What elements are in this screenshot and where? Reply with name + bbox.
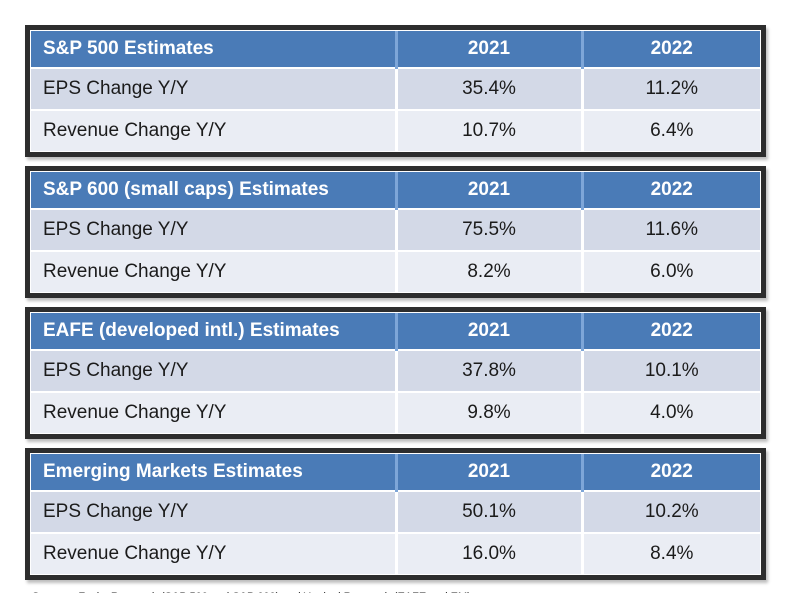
value-cell: 50.1% bbox=[394, 490, 582, 533]
table-header-row: S&P 500 Estimates 2021 2022 bbox=[31, 31, 760, 68]
table-row: Revenue Change Y/Y 16.0% 8.4% bbox=[31, 532, 760, 574]
value-cell: 6.4% bbox=[580, 109, 760, 151]
column-header-2022: 2022 bbox=[580, 172, 760, 209]
column-header-2021: 2021 bbox=[394, 313, 582, 350]
row-label-cell: EPS Change Y/Y bbox=[31, 490, 396, 533]
table-row: Revenue Change Y/Y 8.2% 6.0% bbox=[31, 250, 760, 292]
table-row: EPS Change Y/Y 50.1% 10.2% bbox=[31, 490, 760, 533]
table-title: Emerging Markets Estimates bbox=[31, 454, 396, 491]
row-label-cell: EPS Change Y/Y bbox=[31, 67, 396, 110]
data-table: EAFE (developed intl.) Estimates 2021 20… bbox=[31, 313, 760, 433]
row-label-cell: EPS Change Y/Y bbox=[31, 349, 396, 392]
table-header-row: EAFE (developed intl.) Estimates 2021 20… bbox=[31, 313, 760, 350]
sp500-estimates-table: S&P 500 Estimates 2021 2022 EPS Change Y… bbox=[25, 25, 766, 157]
value-cell: 37.8% bbox=[394, 349, 582, 392]
row-label-cell: Revenue Change Y/Y bbox=[31, 250, 396, 292]
value-cell: 10.2% bbox=[580, 490, 760, 533]
table-row: EPS Change Y/Y 37.8% 10.1% bbox=[31, 349, 760, 392]
row-label-cell: Revenue Change Y/Y bbox=[31, 109, 396, 151]
eafe-estimates-table: EAFE (developed intl.) Estimates 2021 20… bbox=[25, 307, 766, 439]
table-header-row: S&P 600 (small caps) Estimates 2021 2022 bbox=[31, 172, 760, 209]
value-cell: 10.7% bbox=[394, 109, 582, 151]
value-cell: 16.0% bbox=[394, 532, 582, 574]
value-cell: 35.4% bbox=[394, 67, 582, 110]
data-table: Emerging Markets Estimates 2021 2022 EPS… bbox=[31, 454, 760, 574]
column-header-2021: 2021 bbox=[394, 31, 582, 68]
column-header-2022: 2022 bbox=[580, 313, 760, 350]
value-cell: 10.1% bbox=[580, 349, 760, 392]
value-cell: 6.0% bbox=[580, 250, 760, 292]
sp600-estimates-table: S&P 600 (small caps) Estimates 2021 2022… bbox=[25, 166, 766, 298]
table-title: EAFE (developed intl.) Estimates bbox=[31, 313, 396, 350]
value-cell: 4.0% bbox=[580, 391, 760, 433]
value-cell: 8.4% bbox=[580, 532, 760, 574]
table-row: EPS Change Y/Y 75.5% 11.6% bbox=[31, 208, 760, 251]
data-table: S&P 500 Estimates 2021 2022 EPS Change Y… bbox=[31, 31, 760, 151]
value-cell: 8.2% bbox=[394, 250, 582, 292]
value-cell: 75.5% bbox=[394, 208, 582, 251]
sources-footnote: Sources: Zacks Research (S&P 500 and S&P… bbox=[32, 591, 800, 593]
value-cell: 11.2% bbox=[580, 67, 760, 110]
row-label-cell: Revenue Change Y/Y bbox=[31, 391, 396, 433]
column-header-2022: 2022 bbox=[580, 454, 760, 491]
value-cell: 11.6% bbox=[580, 208, 760, 251]
table-row: Revenue Change Y/Y 10.7% 6.4% bbox=[31, 109, 760, 151]
value-cell: 9.8% bbox=[394, 391, 582, 433]
table-row: EPS Change Y/Y 35.4% 11.2% bbox=[31, 67, 760, 110]
row-label-cell: EPS Change Y/Y bbox=[31, 208, 396, 251]
column-header-2021: 2021 bbox=[394, 454, 582, 491]
table-header-row: Emerging Markets Estimates 2021 2022 bbox=[31, 454, 760, 491]
column-header-2021: 2021 bbox=[394, 172, 582, 209]
data-table: S&P 600 (small caps) Estimates 2021 2022… bbox=[31, 172, 760, 292]
table-title: S&P 500 Estimates bbox=[31, 31, 396, 68]
row-label-cell: Revenue Change Y/Y bbox=[31, 532, 396, 574]
table-title: S&P 600 (small caps) Estimates bbox=[31, 172, 396, 209]
emerging-markets-estimates-table: Emerging Markets Estimates 2021 2022 EPS… bbox=[25, 448, 766, 580]
column-header-2022: 2022 bbox=[580, 31, 760, 68]
table-row: Revenue Change Y/Y 9.8% 4.0% bbox=[31, 391, 760, 433]
